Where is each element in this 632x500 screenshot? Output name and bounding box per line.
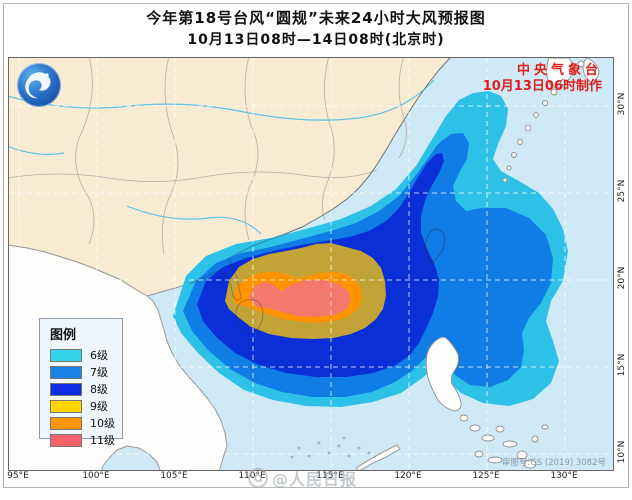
y-tick-label: 10°N [617,440,627,464]
x-tick-label: 100°E [82,471,110,481]
watermark-text: @人民日报 [272,470,358,489]
legend-item-8级: 8级 [50,381,122,397]
legend-label: 9级 [90,400,108,413]
weibo-swirl-icon [248,468,268,488]
legend-label: 7级 [90,366,108,379]
coastline-overlay [188,58,451,334]
legend-label: 6级 [90,349,108,362]
x-tick-label: 120°E [394,471,422,481]
legend-swatch [50,365,82,379]
page-title: 今年第18号台风“圆规”未来24小时大风预报图 [146,9,486,27]
legend-swatch [50,416,82,430]
legend-label: 11级 [90,434,115,447]
y-tick-label: 25°N [617,179,627,203]
wind-band-11 [249,280,351,317]
y-tick-label: 15°N [617,353,627,377]
credit-block: 中央气象台 10月13日06时制作 [483,63,602,96]
legend-swatch [50,382,82,396]
legend-label: 10级 [90,417,115,430]
legend-label: 8级 [90,383,108,396]
y-tick-label: 30°N [617,92,627,116]
watermark: @人民日报 [248,466,357,490]
palawan-island [355,444,401,470]
page-subtitle: 10月13日08时—14日08时(北京时) [187,31,445,48]
legend-swatch [50,348,82,362]
cma-logo-icon [17,63,61,107]
x-tick-label: 105°E [160,471,188,481]
map-review-note: 审图号:GS (2019) 3082号 [502,457,606,468]
grid-lines [9,58,613,470]
legend-item-7级: 7级 [50,364,122,380]
legend-swatch [50,433,82,447]
credit-agency: 中央气象台 [516,63,602,78]
islands [355,58,600,470]
x-tick-label: 130°E [550,471,578,481]
credit-issued: 10月13日06时制作 [482,79,602,95]
x-tick-label: 115°E [316,471,344,481]
reef-dots [290,436,371,459]
legend-item-11级: 11级 [50,432,122,448]
forecast-map: 审图号:GS (2019) 3082号 中央气象台 10月13日06时制作 图例… [8,57,614,471]
legend-box: 图例 6级 7级 8级 9级 10级 11级 [39,318,123,447]
y-tick-label: 20°N [617,266,627,290]
taiwan-island [424,228,445,264]
title-block: 今年第18号台风“圆规”未来24小时大风预报图 10月13日08时—14日08时… [0,8,632,50]
hainan-island [235,299,264,334]
x-tick-label: 125°E [472,471,500,481]
x-tick-label: 95°E [7,471,29,481]
kyushu-island [546,58,574,89]
outer-frame [3,3,629,488]
luzon-island [425,336,462,412]
legend-title: 图例 [50,328,77,343]
legend-item-9级: 9级 [50,398,122,414]
province-borders [9,58,407,255]
legend-item-10级: 10级 [50,415,122,431]
legend-items: 6级 7级 8级 9级 10级 11级 [50,347,122,448]
rivers [9,79,435,235]
legend-item-6级: 6级 [50,347,122,363]
legend-swatch [50,399,82,413]
